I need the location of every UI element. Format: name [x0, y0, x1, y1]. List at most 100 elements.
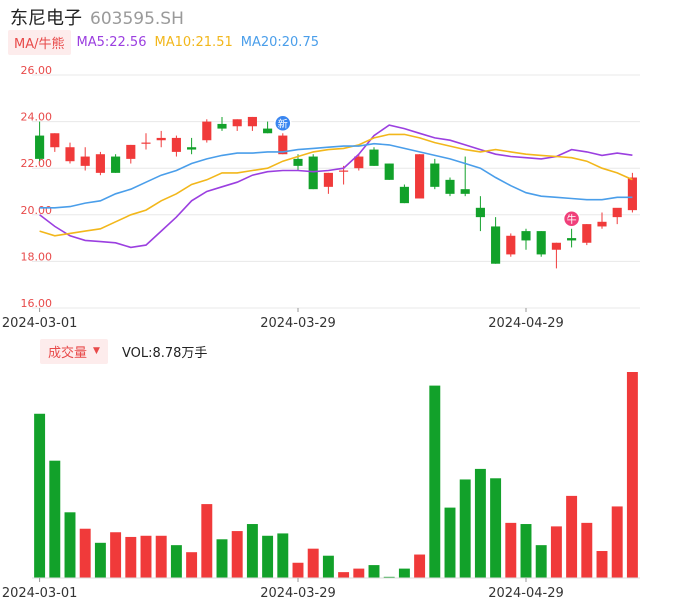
y-tick-label: 16.00: [21, 297, 53, 310]
ma10-label: MA10:21.51: [154, 34, 233, 50]
candle-body: [597, 221, 607, 227]
y-tick-label: 22.00: [21, 157, 53, 170]
stock-name: 东尼电子: [10, 8, 82, 29]
marker-badge: [562, 210, 581, 228]
volume-bar: [277, 533, 289, 578]
volume-bar: [596, 551, 608, 578]
volume-bar: [125, 536, 137, 578]
candle-body: [263, 128, 273, 134]
volume-bar: [64, 512, 76, 578]
candle-body: [217, 123, 227, 129]
candle-body: [491, 226, 501, 264]
ma5-label: MA5:22.56: [76, 34, 147, 50]
candle-body: [582, 224, 592, 243]
candle-body: [111, 156, 121, 173]
y-tick-label: 20.00: [21, 204, 53, 217]
x-tick-label: 2024-03-01: [2, 586, 78, 601]
candle-body: [521, 231, 531, 241]
volume-bar: [520, 524, 532, 578]
volume-bar: [490, 478, 502, 578]
candle-body: [430, 163, 440, 187]
volume-bar: [535, 545, 547, 578]
candle-body: [354, 156, 364, 169]
candle-body: [293, 158, 303, 166]
candle-body: [202, 121, 212, 141]
candle-body: [50, 133, 60, 148]
candle-body: [399, 186, 409, 204]
candle-body: [308, 156, 318, 190]
candle-body: [475, 207, 485, 218]
candle-body: [232, 119, 242, 127]
candle-body: [551, 242, 561, 250]
volume-bar: [338, 572, 350, 578]
candle-body: [339, 170, 349, 172]
volume-bar: [566, 495, 578, 578]
candle-body: [536, 231, 546, 255]
y-tick-label: 18.00: [21, 250, 53, 263]
marker-label: 牛: [567, 213, 577, 226]
volume-bar: [353, 568, 365, 578]
ma-toggle-button[interactable]: MA/牛熊: [8, 29, 71, 55]
volume-bar: [79, 528, 91, 578]
candle-body: [65, 147, 75, 162]
candle-body: [95, 154, 105, 173]
volume-bar: [186, 552, 198, 578]
volume-bar: [34, 413, 46, 578]
volume-bar: [611, 506, 623, 578]
volume-bar: [414, 554, 426, 578]
candlestick-series: [35, 116, 637, 269]
x-tick-label: 2024-03-01: [2, 316, 78, 331]
candle-body: [323, 172, 333, 187]
marker-badge: [274, 114, 292, 132]
x-tick-label: 2024-04-29: [488, 316, 564, 331]
chart-markers: 新牛: [274, 114, 581, 228]
candle-body: [156, 137, 166, 141]
stock-code: 603595.SH: [90, 9, 184, 29]
ma20-line: [39, 142, 633, 209]
ma-legend: MA/牛熊 MA5:22.56 MA10:21.51 MA20:20.75: [8, 29, 327, 55]
volume-bar: [459, 479, 471, 578]
volume-bar: [550, 526, 562, 578]
volume-indicator-label: 成交量: [48, 345, 88, 361]
volume-bar: [110, 532, 122, 578]
candle-body: [278, 135, 288, 155]
volume-value: VOL:8.78万手: [121, 345, 208, 361]
volume-bar: [322, 555, 334, 578]
candle-body: [187, 147, 197, 150]
candle-body: [247, 116, 257, 127]
volume-bar: [429, 385, 441, 578]
volume-x-axis: 2024-03-01 2024-03-29 2024-04-29: [2, 578, 564, 601]
price-x-axis: 2024-03-01 2024-03-29 2024-04-29: [2, 308, 564, 331]
volume-bar: [94, 542, 106, 578]
candle-body: [612, 207, 622, 218]
volume-bar: [216, 539, 228, 578]
marker-label: 新: [278, 117, 288, 130]
caret-down-icon: ▼: [93, 346, 100, 356]
ma10-line: [39, 133, 633, 237]
volume-bar: [201, 504, 213, 578]
volume-bar: [170, 545, 182, 578]
volume-bar: [307, 548, 319, 578]
candle-body: [627, 177, 637, 211]
volume-bar: [626, 372, 638, 578]
candle-body: [171, 137, 181, 152]
ma5-line: [39, 124, 633, 249]
candle-body: [567, 238, 577, 241]
volume-bar: [581, 522, 593, 578]
candle-body: [384, 163, 394, 180]
volume-legend: 成交量 ▼ VOL:8.78万手: [40, 338, 208, 364]
y-tick-label: 26.00: [21, 64, 53, 77]
candle-body: [415, 154, 425, 199]
volume-indicator-button[interactable]: 成交量 ▼: [40, 338, 108, 364]
volume-bar: [246, 524, 258, 578]
candle-body: [141, 142, 151, 144]
x-tick-label: 2024-03-29: [260, 316, 336, 331]
moving-average-lines: [39, 124, 633, 249]
candle-body: [35, 135, 45, 159]
x-tick-label: 2024-04-29: [488, 586, 564, 601]
candle-body: [80, 156, 90, 166]
volume-bar: [49, 460, 61, 578]
volume-bar: [444, 507, 456, 578]
y-tick-label: 24.00: [21, 111, 53, 124]
